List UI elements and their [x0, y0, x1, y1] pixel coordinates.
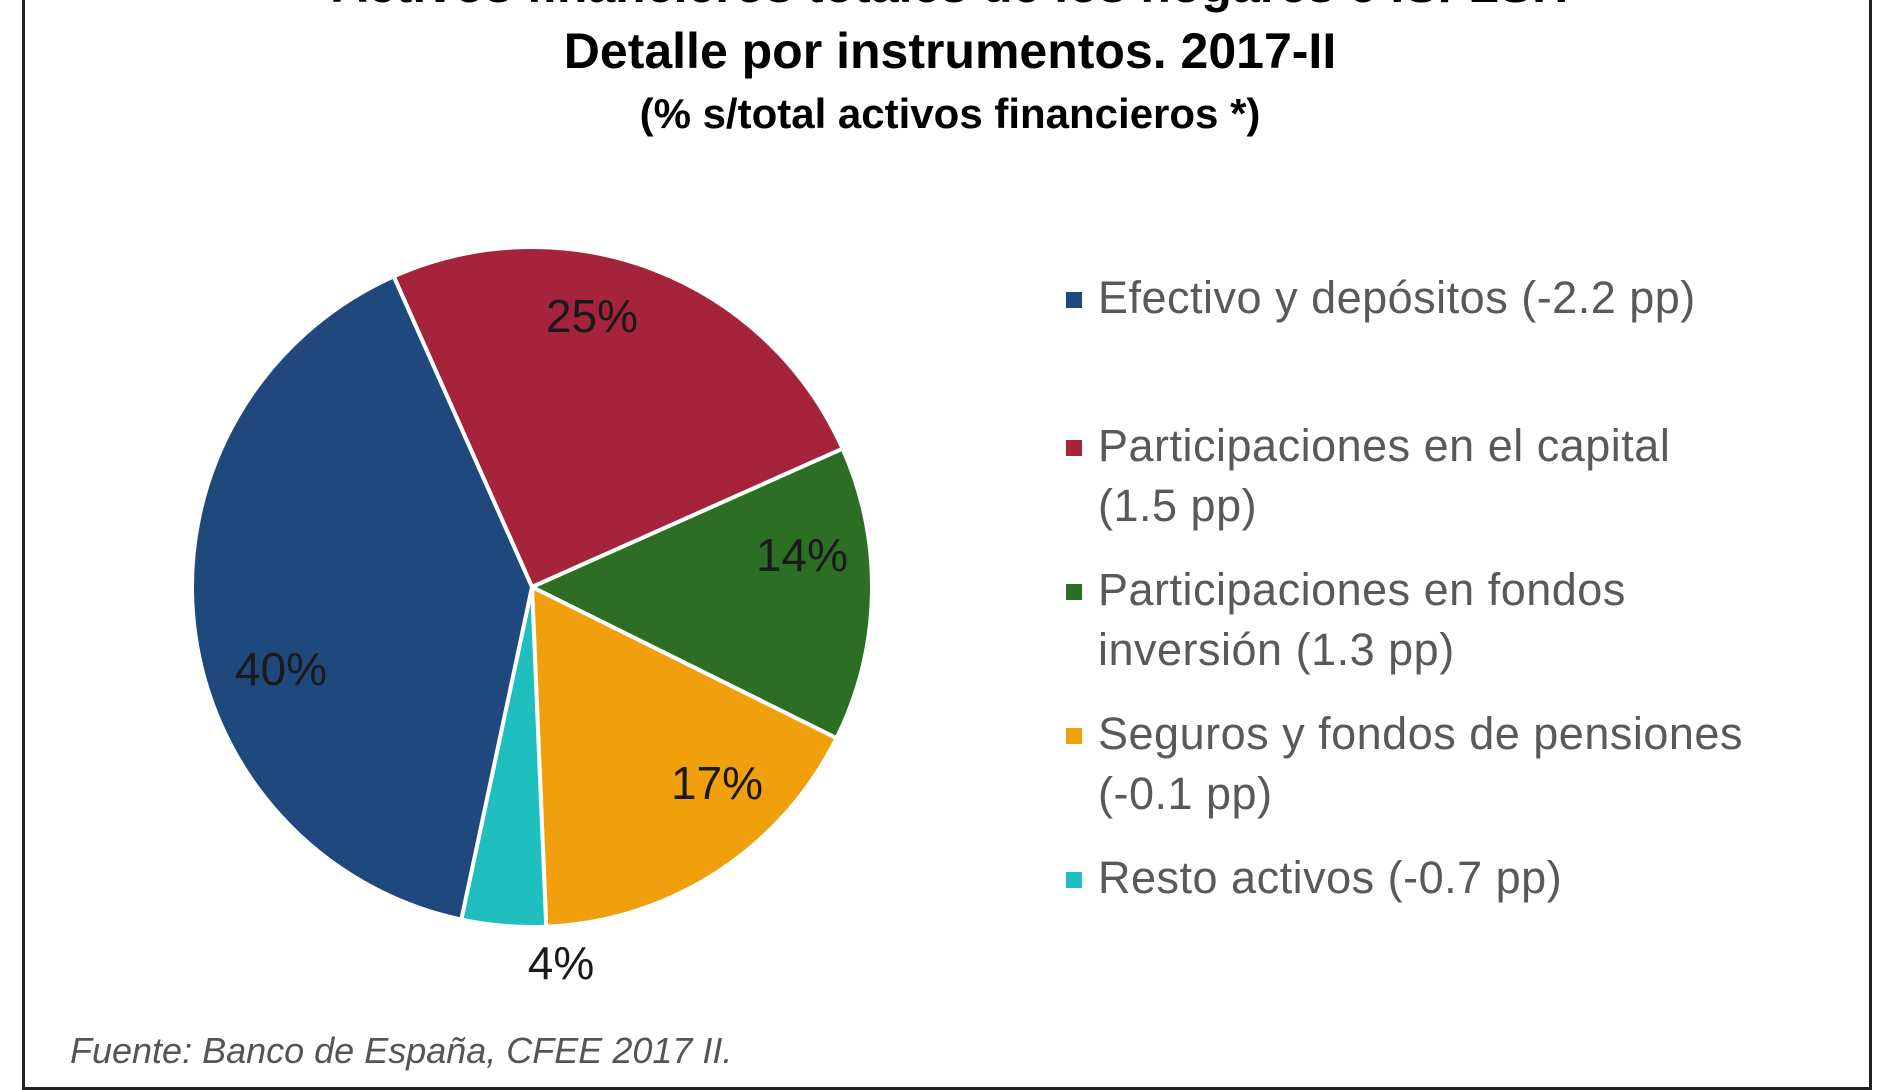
legend-label-line: Participaciones en el capital [1098, 420, 1671, 471]
chart-title: Detalle por instrumentos. 2017-II [563, 23, 1337, 79]
legend-label-line: (1.5 pp) [1098, 480, 1258, 531]
pie-slice-efectivo-y-dep-sitos [190, 273, 535, 922]
legend-label: Efectivo y depósitos (-2.2 pp) [1098, 268, 1696, 328]
pie-chart: 40% 25% 14% 17% 4% [190, 245, 874, 989]
legend-swatch [1066, 440, 1082, 456]
data-label-14pct: 14% [756, 529, 848, 581]
data-label-4pct: 4% [528, 937, 594, 989]
legend-label-line: Participaciones en fondos [1098, 564, 1626, 615]
legend-label: Participaciones en fondos inversión (1.3 … [1098, 560, 1626, 680]
legend-swatch [1066, 292, 1082, 308]
legend-label-line: (-0.1 pp) [1098, 768, 1273, 819]
pie-slice-participaciones-en-el-capital [391, 245, 846, 590]
data-label-40pct: 40% [235, 643, 327, 695]
data-label-25pct: 25% [546, 290, 638, 342]
legend-label-line: Efectivo y depósitos (-2.2 pp) [1098, 272, 1696, 323]
data-label-17pct: 17% [671, 757, 763, 809]
legend-label: Seguros y fondos de pensiones (-0.1 pp) [1098, 704, 1743, 824]
legend-label: Resto activos (-0.7 pp) [1098, 848, 1562, 908]
legend-swatch [1066, 872, 1082, 888]
chart-title-top: Activos financieros totales de los hogar… [0, 0, 1900, 14]
legend-swatch [1066, 728, 1082, 744]
legend-label-line: inversión (1.3 pp) [1098, 624, 1455, 675]
legend-label-line: Seguros y fondos de pensiones [1098, 708, 1743, 759]
chart-subtitle: (% s/total activos financieros *) [639, 90, 1261, 137]
legend-label-line: Resto activos (-0.7 pp) [1098, 852, 1563, 903]
legend-label: Participaciones en el capital (1.5 pp) [1098, 416, 1670, 536]
pie-slice-seguros-y-fondos-de-pensiones [529, 583, 840, 929]
source-note: Fuente: Banco de España, CFEE 2017 II. [70, 1030, 733, 1071]
legend-swatch [1066, 584, 1082, 600]
pie-slice-participaciones-en-fondos-inversi-n [527, 446, 874, 741]
